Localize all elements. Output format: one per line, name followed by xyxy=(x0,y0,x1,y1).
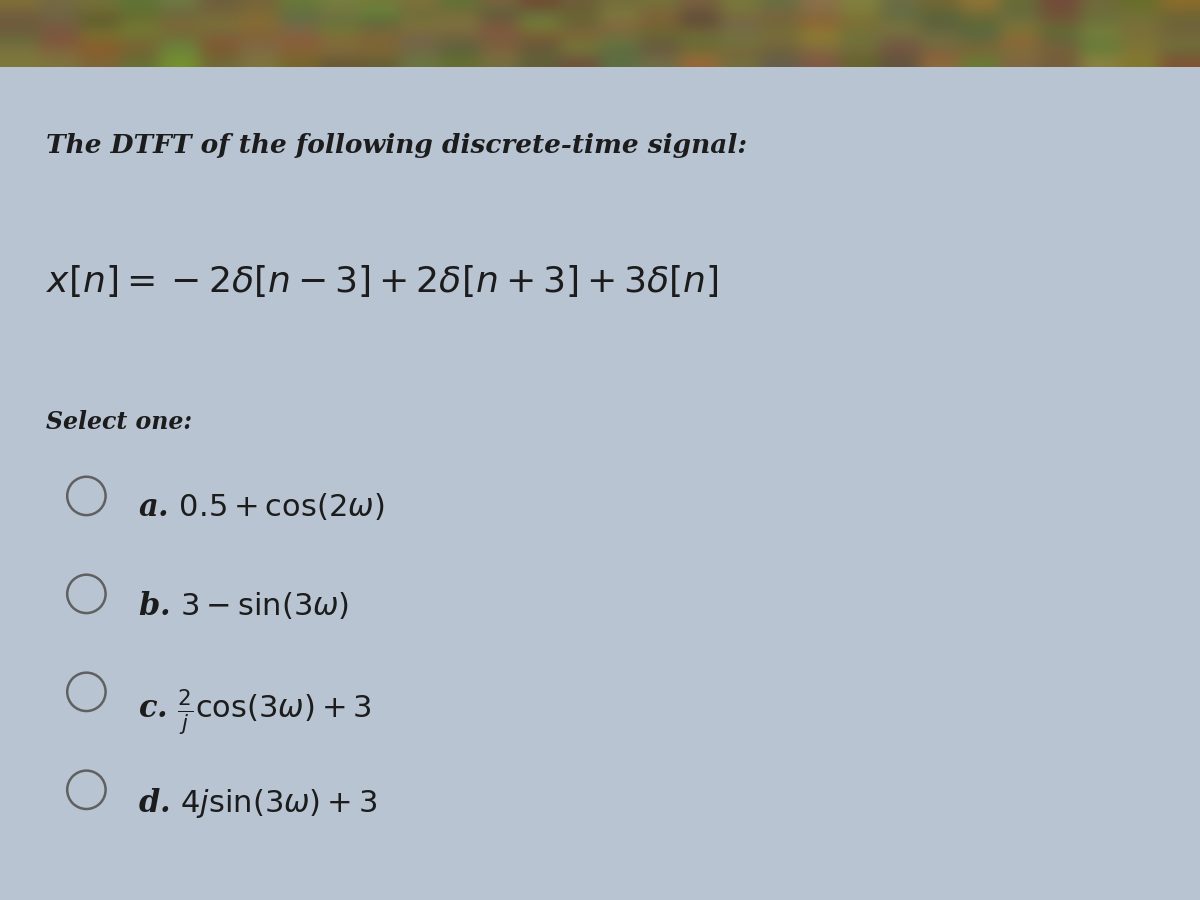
Text: The DTFT of the following discrete-time signal:: The DTFT of the following discrete-time … xyxy=(46,132,746,157)
Text: Select one:: Select one: xyxy=(46,410,192,434)
Text: b. $3 - \sin(3\omega)$: b. $3 - \sin(3\omega)$ xyxy=(138,590,349,622)
Text: $x[n] = -2\delta[n-3] + 2\delta[n+3] + 3\delta[n]$: $x[n] = -2\delta[n-3] + 2\delta[n+3] + 3… xyxy=(46,264,719,300)
Text: c. $\frac{2}{j}\cos(3\omega) + 3$: c. $\frac{2}{j}\cos(3\omega) + 3$ xyxy=(138,688,372,738)
Text: d. $4j\sin(3\omega) + 3$: d. $4j\sin(3\omega) + 3$ xyxy=(138,786,377,820)
Text: a. $0.5 + \cos(2\omega)$: a. $0.5 + \cos(2\omega)$ xyxy=(138,491,384,523)
